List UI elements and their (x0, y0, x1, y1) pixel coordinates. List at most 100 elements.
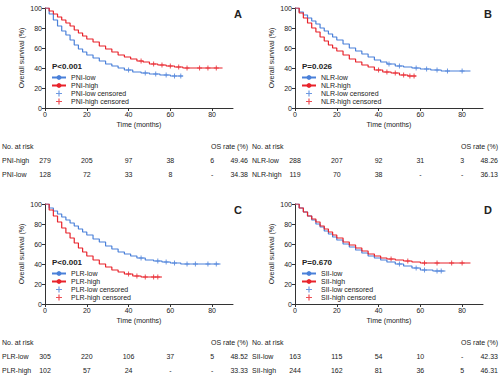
svg-text:34.38: 34.38 (230, 171, 248, 178)
svg-text:Overall survival (%): Overall survival (%) (18, 28, 26, 89)
svg-text:279: 279 (39, 157, 51, 164)
svg-text:60: 60 (284, 241, 292, 248)
svg-text:Time (months): Time (months) (117, 317, 162, 325)
svg-text:NLR-low: NLR-low (321, 74, 349, 81)
svg-text:PLR-low: PLR-low (2, 353, 29, 360)
svg-text:SII-low: SII-low (252, 353, 274, 360)
svg-text:57: 57 (83, 367, 91, 374)
svg-text:0: 0 (288, 301, 292, 308)
svg-text:80: 80 (34, 221, 42, 228)
svg-text:NLR-low: NLR-low (252, 157, 280, 164)
svg-text:A: A (234, 8, 242, 20)
svg-text:Time (months): Time (months) (367, 317, 412, 325)
svg-text:C: C (234, 204, 242, 216)
svg-text:No. at risk: No. at risk (2, 339, 34, 346)
svg-text:0: 0 (38, 301, 42, 308)
svg-text:B: B (484, 8, 492, 20)
svg-text:80: 80 (458, 307, 466, 314)
svg-text:-: - (461, 171, 464, 178)
svg-text:42.33: 42.33 (480, 353, 498, 360)
svg-text:40: 40 (375, 307, 383, 314)
svg-text:60: 60 (416, 307, 424, 314)
svg-text:207: 207 (331, 157, 343, 164)
svg-text:P<0.001: P<0.001 (52, 62, 83, 71)
svg-text:PNI-high censored: PNI-high censored (71, 98, 129, 106)
svg-text:Time (months): Time (months) (117, 121, 162, 129)
svg-text:10: 10 (416, 353, 424, 360)
svg-text:PNI-high: PNI-high (2, 157, 29, 165)
svg-text:PNI-low censored: PNI-low censored (71, 90, 126, 97)
svg-text:P=0.670: P=0.670 (302, 258, 333, 267)
svg-text:NLR-high: NLR-high (252, 171, 282, 179)
svg-text:38: 38 (375, 171, 383, 178)
svg-text:244: 244 (289, 367, 301, 374)
svg-text:OS rate (%): OS rate (%) (461, 339, 498, 347)
svg-text:No. at risk: No. at risk (2, 143, 34, 150)
svg-text:20: 20 (34, 85, 42, 92)
svg-text:20: 20 (333, 307, 341, 314)
svg-text:5: 5 (460, 367, 464, 374)
svg-text:36: 36 (416, 367, 424, 374)
svg-text:40: 40 (125, 307, 133, 314)
svg-text:106: 106 (123, 353, 135, 360)
svg-text:80: 80 (284, 25, 292, 32)
svg-text:288: 288 (289, 157, 301, 164)
svg-text:20: 20 (83, 111, 91, 118)
svg-text:128: 128 (39, 171, 51, 178)
svg-text:Overall survival (%): Overall survival (%) (268, 28, 276, 89)
svg-text:80: 80 (208, 307, 216, 314)
svg-text:SII-low: SII-low (321, 270, 343, 277)
svg-text:40: 40 (125, 111, 133, 118)
svg-text:305: 305 (39, 353, 51, 360)
svg-text:P<0.001: P<0.001 (52, 258, 83, 267)
svg-text:80: 80 (458, 111, 466, 118)
svg-text:No. at risk: No. at risk (252, 143, 284, 150)
svg-text:36.13: 36.13 (480, 171, 498, 178)
svg-text:37: 37 (166, 353, 174, 360)
svg-text:0: 0 (293, 307, 297, 314)
svg-text:20: 20 (34, 281, 42, 288)
svg-text:-: - (211, 367, 214, 374)
svg-text:100: 100 (30, 201, 42, 208)
svg-text:102: 102 (39, 367, 51, 374)
svg-text:Overall survival (%): Overall survival (%) (18, 224, 26, 285)
svg-text:0: 0 (293, 111, 297, 118)
svg-text:PNI-low: PNI-low (71, 74, 96, 81)
svg-text:60: 60 (416, 111, 424, 118)
svg-text:PNI-high: PNI-high (71, 82, 98, 90)
svg-text:0: 0 (288, 105, 292, 112)
svg-text:60: 60 (34, 45, 42, 52)
svg-text:60: 60 (166, 111, 174, 118)
svg-text:8: 8 (168, 171, 172, 178)
svg-text:49.46: 49.46 (230, 157, 248, 164)
svg-text:PLR-high: PLR-high (2, 367, 31, 375)
svg-text:70: 70 (333, 171, 341, 178)
svg-text:No. at risk: No. at risk (252, 339, 284, 346)
svg-text:40: 40 (284, 261, 292, 268)
svg-text:33.33: 33.33 (230, 367, 248, 374)
svg-text:205: 205 (81, 157, 93, 164)
svg-text:NLR-low censored: NLR-low censored (321, 90, 379, 97)
svg-text:6: 6 (210, 157, 214, 164)
svg-text:97: 97 (125, 157, 133, 164)
svg-text:-: - (419, 171, 422, 178)
svg-text:40: 40 (34, 65, 42, 72)
svg-text:20: 20 (284, 85, 292, 92)
svg-text:P=0.026: P=0.026 (302, 62, 333, 71)
svg-text:48.52: 48.52 (230, 353, 248, 360)
svg-text:-: - (461, 353, 464, 360)
svg-text:92: 92 (375, 157, 383, 164)
svg-text:100: 100 (30, 5, 42, 12)
svg-text:20: 20 (83, 307, 91, 314)
svg-text:OS rate (%): OS rate (%) (211, 143, 248, 151)
svg-text:-: - (211, 171, 214, 178)
svg-text:NLR-high censored: NLR-high censored (321, 98, 381, 106)
svg-text:119: 119 (289, 171, 300, 178)
svg-text:46.31: 46.31 (480, 367, 498, 374)
svg-text:33: 33 (125, 171, 133, 178)
svg-text:0: 0 (43, 307, 47, 314)
svg-text:3: 3 (460, 157, 464, 164)
svg-text:38: 38 (166, 157, 174, 164)
svg-text:24: 24 (125, 367, 133, 374)
svg-text:81: 81 (375, 367, 383, 374)
